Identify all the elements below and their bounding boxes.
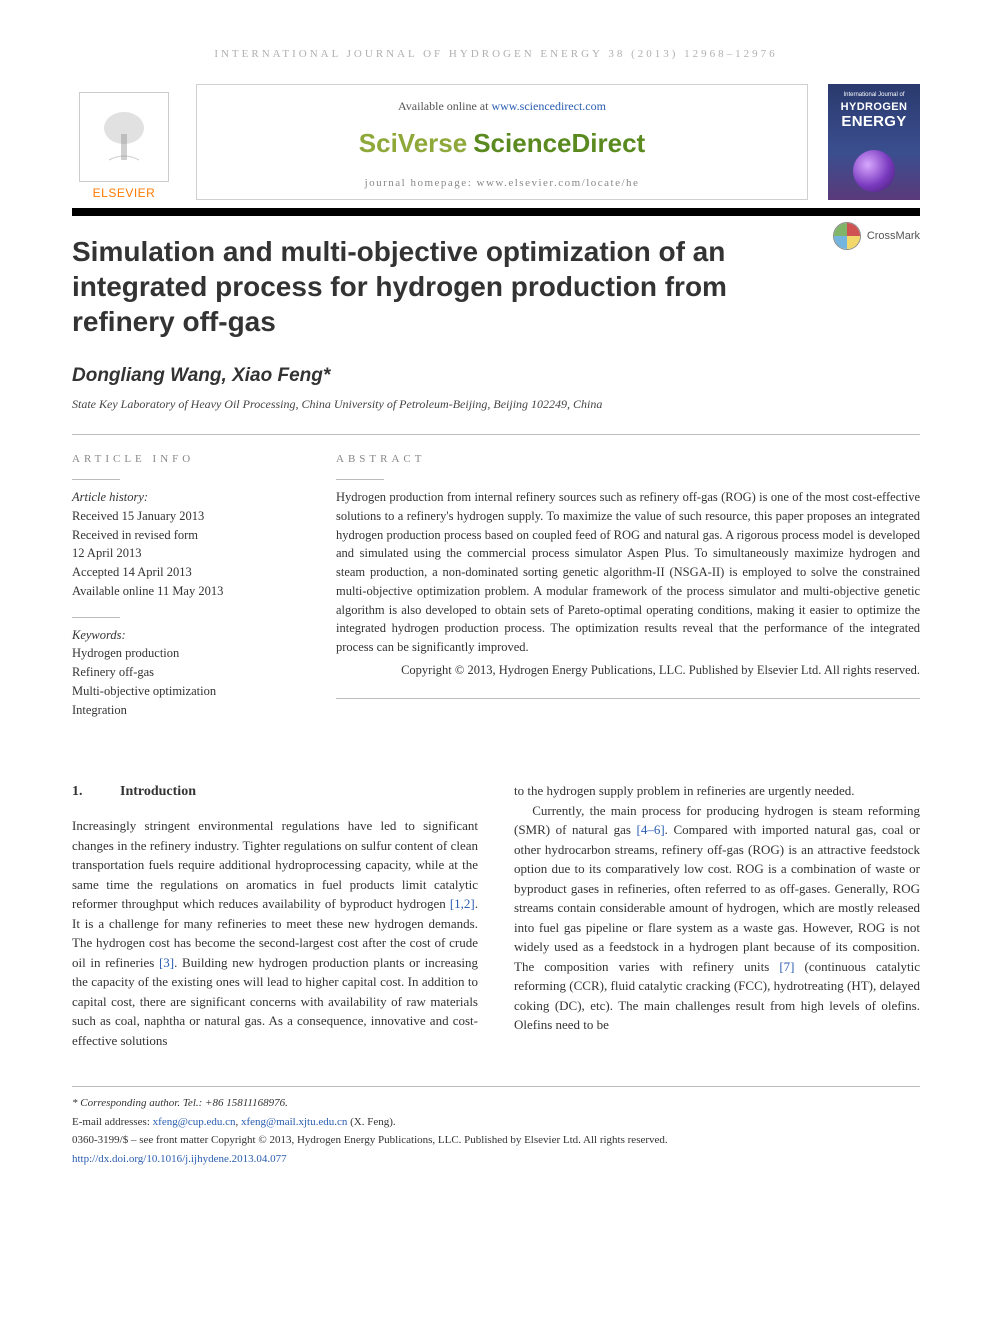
email-link[interactable]: xfeng@cup.edu.cn xyxy=(153,1116,236,1128)
section-1-title: 1.Introduction xyxy=(72,781,478,802)
citation-link[interactable]: [1,2] xyxy=(450,896,475,911)
article-info-heading: ARTICLE INFO xyxy=(72,451,300,468)
authors: Dongliang Wang, Xiao Feng* xyxy=(72,365,920,387)
homepage-line: journal homepage: www.elsevier.com/locat… xyxy=(365,177,640,189)
history-line: Available online 11 May 2013 xyxy=(72,582,300,601)
cover-energy: ENERGY xyxy=(841,113,906,130)
journal-cover: International Journal of HYDROGEN ENERGY xyxy=(828,84,920,200)
email-line: E-mail addresses: xfeng@cup.edu.cn, xfen… xyxy=(72,1114,920,1131)
header-block: ELSEVIER Available online at www.science… xyxy=(72,84,920,200)
abstract-short-rule xyxy=(336,479,384,480)
sciencedirect-link[interactable]: www.sciencedirect.com xyxy=(491,99,606,113)
doi-link[interactable]: http://dx.doi.org/10.1016/j.ijhydene.201… xyxy=(72,1153,287,1165)
keyword: Refinery off-gas xyxy=(72,663,300,682)
abstract-column: ABSTRACT Hydrogen production from intern… xyxy=(336,451,920,736)
crossmark-text: CrossMark xyxy=(867,230,920,242)
elsevier-logo: ELSEVIER xyxy=(72,84,176,200)
keywords: Keywords: Hydrogen production Refinery o… xyxy=(72,626,300,720)
abstract-heading: ABSTRACT xyxy=(336,451,920,468)
abstract-copyright: Copyright © 2013, Hydrogen Energy Public… xyxy=(336,661,920,680)
text: . Compared with imported natural gas, co… xyxy=(514,822,920,974)
cover-hydrogen: HYDROGEN xyxy=(841,101,908,113)
elsevier-text: ELSEVIER xyxy=(93,186,156,200)
article-info-column: ARTICLE INFO Article history: Received 1… xyxy=(72,451,300,736)
info-short-rule xyxy=(72,479,120,480)
citation-link[interactable]: [3] xyxy=(159,955,174,970)
citation-link[interactable]: [4–6] xyxy=(637,822,665,837)
title-row: Simulation and multi-objective optimizat… xyxy=(72,216,920,339)
cover-orb-icon xyxy=(853,150,895,192)
body-col-left: 1.Introduction Increasingly stringent en… xyxy=(72,781,478,1050)
running-head: INTERNATIONAL JOURNAL OF HYDROGEN ENERGY… xyxy=(72,48,920,60)
rule-below-abstract xyxy=(336,698,920,699)
abstract-text: Hydrogen production from internal refine… xyxy=(336,488,920,657)
header-center: Available online at www.sciencedirect.co… xyxy=(196,84,808,200)
affiliation: State Key Laboratory of Heavy Oil Proces… xyxy=(72,397,920,412)
text: Increasingly stringent environmental reg… xyxy=(72,818,478,911)
article-title: Simulation and multi-objective optimizat… xyxy=(72,234,817,339)
issn-line: 0360-3199/$ – see front matter Copyright… xyxy=(72,1132,920,1149)
body-paragraph: to the hydrogen supply problem in refine… xyxy=(514,781,920,801)
corresponding-author: * Corresponding author. Tel.: +86 158111… xyxy=(72,1095,920,1112)
keyword: Multi-objective optimization xyxy=(72,682,300,701)
sciverse-word: SciVerse xyxy=(359,128,467,159)
body-paragraph: Currently, the main process for producin… xyxy=(514,801,920,1035)
footnotes: * Corresponding author. Tel.: +86 158111… xyxy=(72,1086,920,1167)
keyword: Integration xyxy=(72,701,300,720)
history-line: 12 April 2013 xyxy=(72,544,300,563)
available-text: Available online at xyxy=(398,99,491,113)
body-paragraph: Increasingly stringent environmental reg… xyxy=(72,816,478,1050)
email-label: E-mail addresses: xyxy=(72,1116,153,1128)
page: INTERNATIONAL JOURNAL OF HYDROGEN ENERGY… xyxy=(0,0,992,1209)
history-line: Received in revised form xyxy=(72,526,300,545)
history-label: Article history: xyxy=(72,488,300,507)
section-name: Introduction xyxy=(120,784,196,799)
history-line: Received 15 January 2013 xyxy=(72,507,300,526)
citation-link[interactable]: [7] xyxy=(779,959,794,974)
doi-line: http://dx.doi.org/10.1016/j.ijhydene.201… xyxy=(72,1151,920,1168)
sciencedirect-word: ScienceDirect xyxy=(473,128,645,159)
info-abstract-block: ARTICLE INFO Article history: Received 1… xyxy=(72,451,920,736)
keywords-short-rule xyxy=(72,617,120,618)
sciverse-logo: SciVerse ScienceDirect xyxy=(359,128,645,159)
keyword: Hydrogen production xyxy=(72,644,300,663)
body-col-right: to the hydrogen supply problem in refine… xyxy=(514,781,920,1050)
available-online-line: Available online at www.sciencedirect.co… xyxy=(398,99,606,114)
body-columns: 1.Introduction Increasingly stringent en… xyxy=(72,781,920,1050)
rule-above-abstract xyxy=(72,434,920,435)
section-num: 1. xyxy=(72,781,120,802)
email-tail: (X. Feng). xyxy=(347,1116,395,1128)
crossmark-badge[interactable]: CrossMark xyxy=(833,222,920,250)
history-line: Accepted 14 April 2013 xyxy=(72,563,300,582)
article-history: Article history: Received 15 January 201… xyxy=(72,488,300,601)
crossmark-icon xyxy=(833,222,861,250)
elsevier-tree-icon xyxy=(79,92,169,182)
email-link[interactable]: xfeng@mail.xjtu.edu.cn xyxy=(241,1116,347,1128)
cover-line1: International Journal of xyxy=(843,92,904,99)
black-rule xyxy=(72,208,920,216)
keywords-label: Keywords: xyxy=(72,626,300,645)
